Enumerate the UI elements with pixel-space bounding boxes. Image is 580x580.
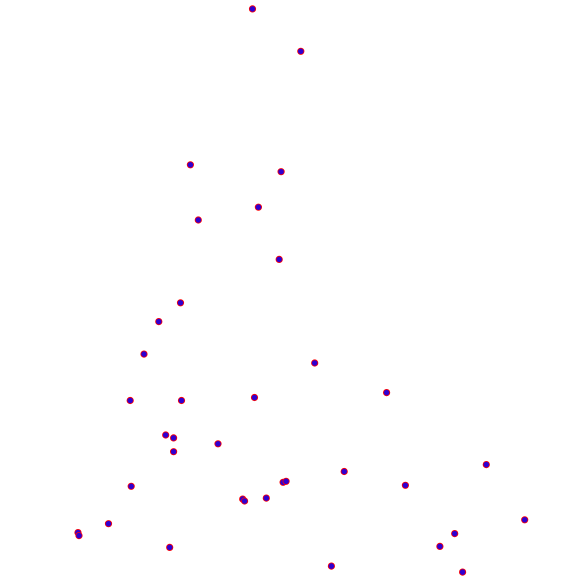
- data-point-25: [401, 481, 409, 489]
- data-point-18: [214, 440, 222, 448]
- data-point-21: [340, 467, 348, 476]
- data-point-17: [170, 434, 178, 442]
- data-point-28: [262, 494, 270, 502]
- data-point-35: [436, 542, 444, 551]
- data-point-4: [277, 168, 285, 176]
- data-point-16: [162, 431, 170, 439]
- data-point-15: [250, 393, 259, 402]
- data-point-27: [241, 497, 249, 505]
- data-point-2: [297, 47, 305, 55]
- data-point-1: [248, 5, 257, 13]
- data-point-24: [127, 482, 135, 490]
- data-point-5: [254, 203, 262, 211]
- data-point-20: [482, 460, 490, 469]
- data-point-3: [186, 161, 194, 169]
- data-point-32: [75, 531, 83, 540]
- data-point-29: [521, 516, 529, 524]
- data-point-8: [176, 299, 185, 307]
- data-point-11: [311, 359, 319, 367]
- data-point-33: [451, 529, 459, 538]
- data-points: [74, 5, 529, 576]
- data-point-30: [104, 520, 113, 528]
- data-point-9: [155, 317, 163, 326]
- data-point-19: [170, 448, 178, 456]
- data-point-7: [275, 255, 283, 263]
- data-point-10: [140, 350, 148, 358]
- data-point-13: [126, 396, 134, 405]
- data-point-23: [282, 477, 290, 485]
- data-point-36: [327, 562, 335, 570]
- data-point-12: [382, 388, 391, 397]
- data-point-37: [458, 568, 467, 576]
- data-point-34: [166, 543, 174, 552]
- data-point-14: [177, 396, 186, 405]
- data-point-6: [194, 216, 202, 224]
